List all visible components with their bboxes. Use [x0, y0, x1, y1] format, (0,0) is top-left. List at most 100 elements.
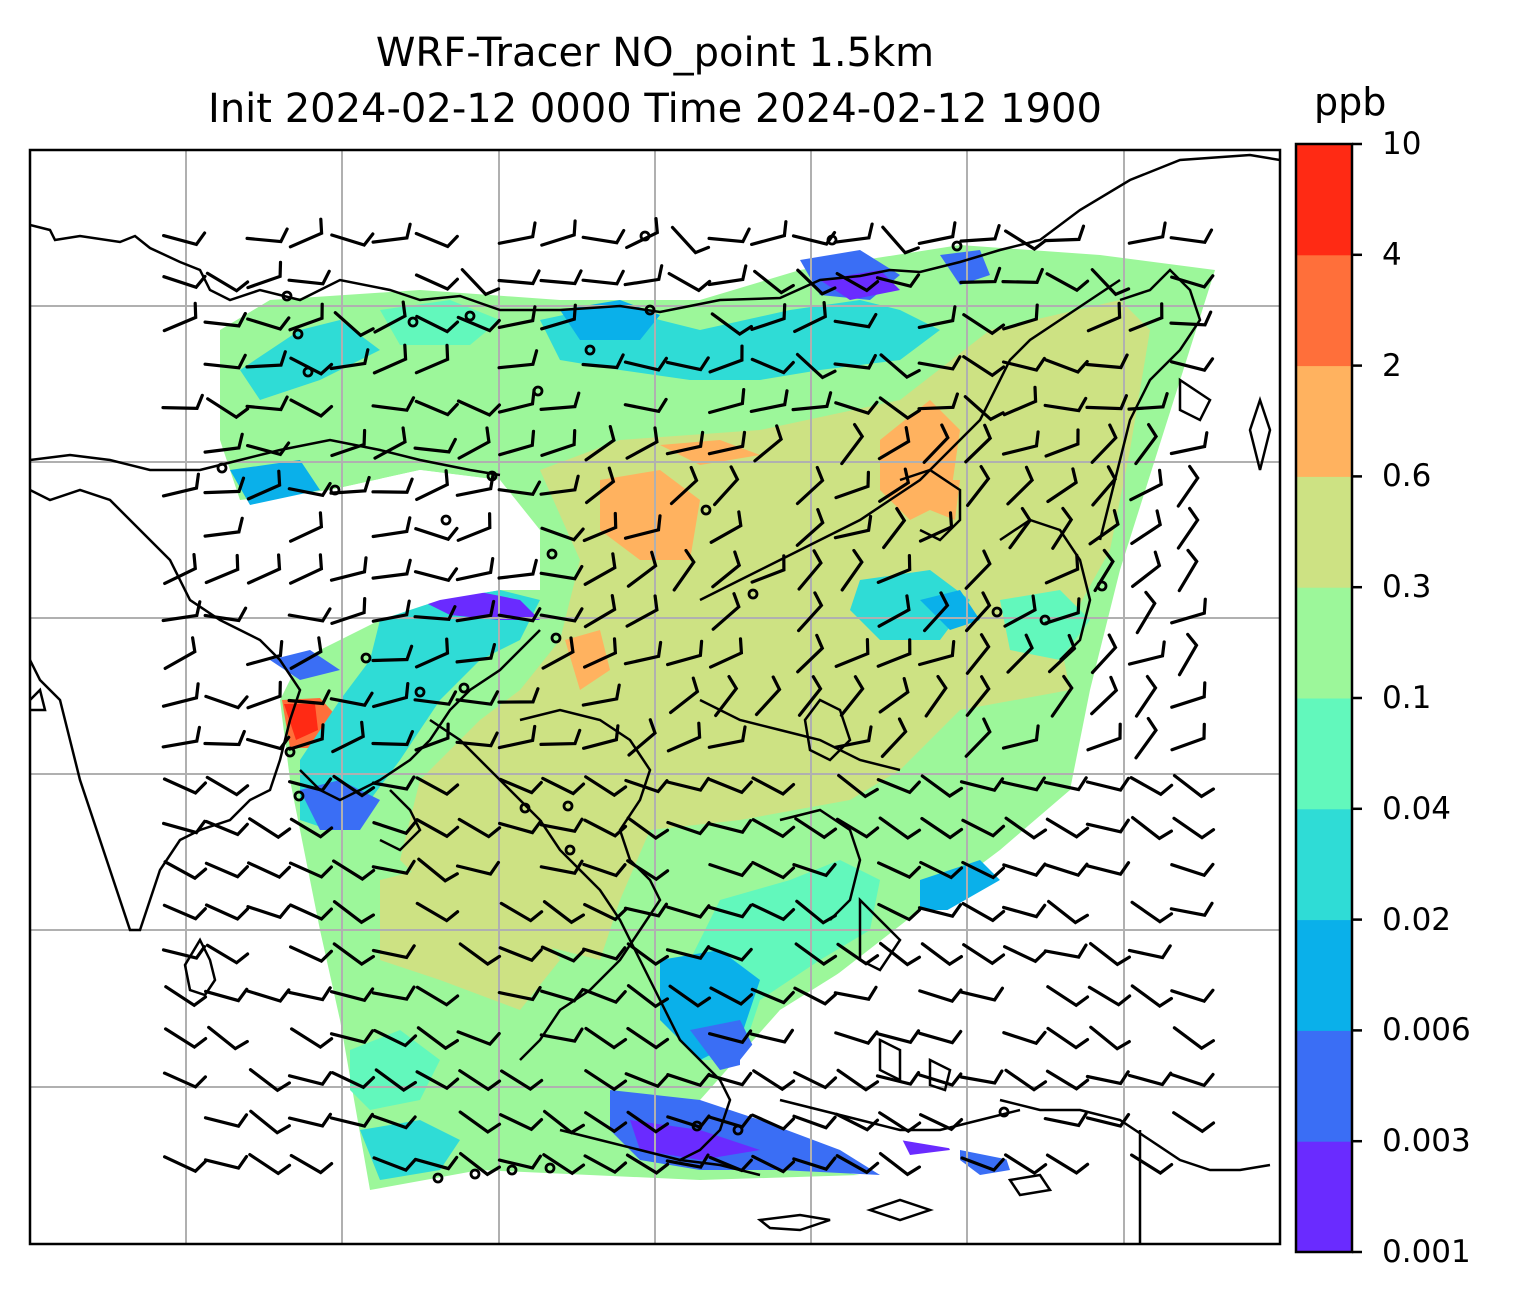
wind-barb [1085, 861, 1131, 877]
colorbar-bin [1296, 1030, 1352, 1142]
wind-barb [497, 305, 537, 329]
wind-barb [246, 640, 284, 667]
calm-wind-circle [293, 790, 305, 802]
colorbar-tick-label: 0.3 [1382, 569, 1432, 606]
wind-barb [919, 860, 964, 880]
wind-barb [1045, 1153, 1090, 1175]
wind-barb [835, 1112, 880, 1132]
wind-barb [456, 399, 501, 417]
wind-barb [624, 1072, 669, 1089]
calm-wind-circle [284, 746, 296, 758]
wind-barb [625, 217, 659, 250]
wind-barb [287, 1071, 333, 1087]
wind-barb [1001, 430, 1040, 456]
wind-barb [246, 441, 291, 457]
wind-barb [332, 942, 375, 967]
wind-barb [1085, 394, 1128, 411]
wind-barb [1008, 506, 1032, 550]
wind-barb [539, 859, 584, 875]
wind-barb [920, 774, 964, 798]
wind-barb [707, 725, 747, 749]
wind-barb [918, 1072, 963, 1087]
wind-barb [750, 1113, 795, 1131]
wind-barb [203, 516, 244, 538]
wind-barb [333, 311, 375, 338]
wind-barb [1002, 303, 1039, 331]
wind-barb [917, 305, 957, 329]
wind-barb [665, 356, 710, 372]
wind-barb [372, 1114, 417, 1130]
wind-barb [246, 553, 282, 585]
wind-barb [248, 817, 292, 840]
wind-barb [581, 228, 626, 245]
wind-barb [1130, 509, 1163, 545]
wind-barb [497, 349, 539, 370]
wind-barb [290, 1027, 334, 1050]
wind-barb [669, 676, 700, 715]
wind-barb [1044, 553, 1080, 585]
wind-barb [920, 816, 964, 840]
wind-barb [708, 1155, 753, 1173]
colorbar-tick-label: 0.001 [1382, 1234, 1471, 1270]
wind-barb [203, 1155, 249, 1170]
wind-barb [162, 231, 207, 247]
wind-barb [543, 1109, 585, 1135]
wind-barb [877, 902, 922, 922]
wind-barb [961, 860, 1006, 880]
wind-barb [918, 988, 963, 1003]
wind-barb [964, 423, 993, 464]
calm-wind-circle [584, 344, 596, 356]
wind-barb [959, 777, 1005, 793]
wind-barb [497, 269, 541, 286]
wind-barb [876, 554, 912, 584]
wind-barb [1170, 988, 1215, 1004]
colorbar-unit-label: ppb [1314, 80, 1387, 124]
wind-barb [581, 353, 625, 370]
wind-barb [1176, 464, 1200, 508]
wind-barb [162, 1071, 207, 1089]
wind-barb [1046, 985, 1090, 1008]
wind-barb [498, 777, 543, 795]
wind-barb [922, 423, 950, 464]
wind-barb [1004, 816, 1048, 840]
wind-barb [371, 985, 416, 1001]
wind-barb [287, 689, 331, 706]
wind-barb [666, 639, 704, 667]
calm-wind-circle [644, 304, 656, 316]
wind-barb [329, 987, 375, 1003]
wind-barb [1001, 267, 1044, 285]
wind-barb [918, 640, 956, 667]
wind-barb [707, 227, 751, 244]
wind-barb [1088, 509, 1120, 546]
wind-barb [415, 1070, 460, 1091]
wind-barb [878, 1152, 921, 1177]
wind-barb [667, 272, 712, 293]
wind-barb [371, 859, 416, 875]
wind-barb [161, 945, 207, 960]
wind-barb [414, 526, 459, 542]
wind-barb [163, 860, 208, 881]
wind-barb [834, 1030, 879, 1045]
wind-barb [415, 901, 460, 923]
wind-barb [329, 556, 368, 582]
wind-barb [583, 818, 628, 838]
wind-barb [287, 607, 332, 623]
wind-barb [709, 637, 744, 669]
wind-barb [247, 861, 291, 880]
wind-barb [413, 437, 457, 454]
wind-barb [246, 469, 282, 501]
wind-barb [456, 512, 492, 542]
wind-barb [414, 637, 450, 669]
calm-wind-circle [562, 800, 574, 812]
calm-wind-circle [464, 310, 476, 322]
wind-barb [918, 511, 954, 543]
wind-barb [962, 943, 1006, 966]
map-canvas [30, 150, 1280, 1244]
wind-barb [964, 549, 992, 590]
concentration-field [220, 245, 1215, 1190]
wind-barb [540, 303, 577, 331]
wind-barb [498, 819, 543, 835]
wind-barb [584, 1111, 628, 1134]
wind-barb [498, 946, 543, 963]
calm-wind-circle [302, 366, 314, 378]
